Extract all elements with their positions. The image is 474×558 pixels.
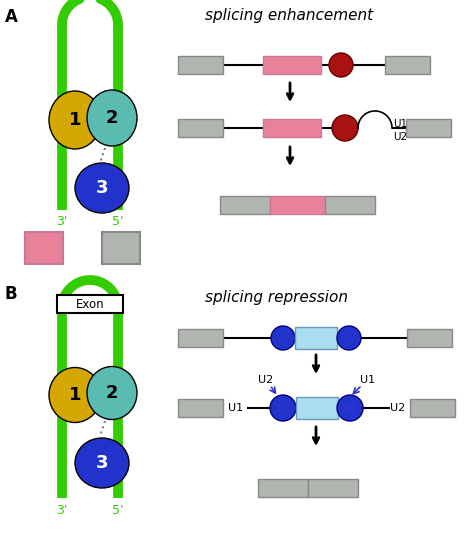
Text: splicing enhancement: splicing enhancement	[205, 8, 373, 23]
Bar	[407, 329, 452, 347]
Text: splicing repression: splicing repression	[205, 290, 348, 305]
Text: 3': 3'	[56, 215, 68, 228]
Text: 1: 1	[69, 111, 81, 129]
Text: U2: U2	[393, 132, 407, 142]
Text: U2: U2	[258, 375, 273, 385]
Text: 3': 3'	[56, 504, 68, 517]
Text: U1: U1	[360, 375, 375, 385]
Ellipse shape	[87, 90, 137, 146]
Bar	[25, 232, 63, 264]
Bar	[178, 399, 223, 417]
Text: U1: U1	[228, 403, 243, 413]
Text: U2: U2	[390, 403, 405, 413]
Text: 2: 2	[106, 109, 118, 127]
Bar	[325, 196, 375, 214]
Text: 1: 1	[69, 386, 81, 404]
Text: B: B	[5, 285, 18, 303]
Ellipse shape	[87, 367, 137, 420]
Bar	[308, 479, 358, 497]
Text: 2: 2	[106, 384, 118, 402]
Bar	[263, 119, 321, 137]
Text: Exon: Exon	[76, 297, 104, 310]
Ellipse shape	[271, 326, 295, 350]
Ellipse shape	[75, 438, 129, 488]
Bar	[296, 397, 338, 419]
Text: 5': 5'	[112, 215, 124, 228]
Text: 3: 3	[96, 454, 108, 472]
Ellipse shape	[49, 91, 101, 149]
Bar	[220, 196, 270, 214]
Bar	[410, 399, 455, 417]
Bar	[263, 56, 321, 74]
Ellipse shape	[329, 53, 353, 77]
Text: U1: U1	[393, 119, 407, 129]
Ellipse shape	[332, 115, 358, 141]
Bar	[295, 327, 337, 349]
Ellipse shape	[270, 395, 296, 421]
Ellipse shape	[49, 368, 101, 422]
Ellipse shape	[337, 326, 361, 350]
Ellipse shape	[75, 163, 129, 213]
Ellipse shape	[337, 395, 363, 421]
Bar	[178, 56, 223, 74]
Bar	[102, 232, 140, 264]
Text: 3: 3	[96, 179, 108, 197]
Bar	[385, 56, 430, 74]
Bar	[406, 119, 451, 137]
Bar	[258, 479, 308, 497]
Bar	[57, 295, 123, 313]
Text: A: A	[5, 8, 18, 26]
Text: 5': 5'	[112, 504, 124, 517]
Bar	[178, 119, 223, 137]
Bar	[270, 196, 325, 214]
Bar	[178, 329, 223, 347]
